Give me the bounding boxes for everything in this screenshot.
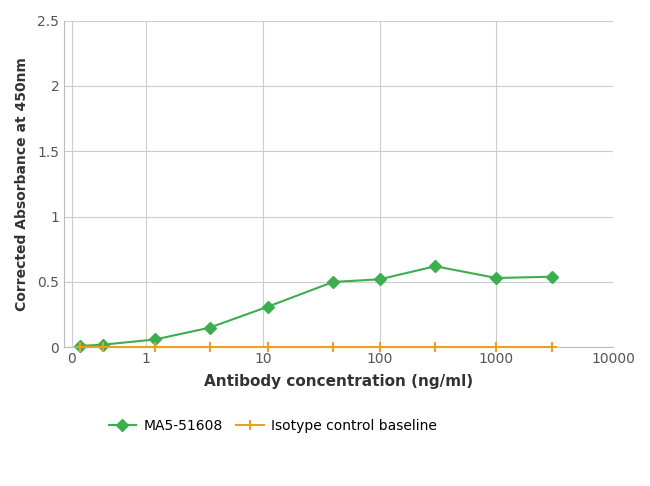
Isotype control baseline [76,344,84,349]
Legend: MA5-51608, Isotype control baseline: MA5-51608, Isotype control baseline [103,413,443,438]
Isotype control baseline [99,344,107,349]
MA5-51608 [432,263,439,269]
Line: Isotype control baseline: Isotype control baseline [75,342,557,351]
X-axis label: Antibody concentration (ng/ml): Antibody concentration (ng/ml) [204,375,473,389]
MA5-51608 [76,343,84,349]
MA5-51608 [151,336,159,342]
Isotype control baseline [376,344,384,349]
MA5-51608 [548,274,556,279]
Isotype control baseline [548,344,556,349]
Isotype control baseline [329,344,337,349]
Isotype control baseline [493,344,500,349]
Y-axis label: Corrected Absorbance at 450nm: Corrected Absorbance at 450nm [15,57,29,311]
Isotype control baseline [264,344,272,349]
Line: MA5-51608: MA5-51608 [75,262,556,350]
MA5-51608 [205,325,213,330]
MA5-51608 [329,279,337,285]
MA5-51608 [493,275,500,281]
Isotype control baseline [151,344,159,349]
MA5-51608 [99,342,107,347]
Isotype control baseline [205,344,213,349]
Isotype control baseline [432,344,439,349]
MA5-51608 [264,304,272,310]
MA5-51608 [376,277,384,282]
